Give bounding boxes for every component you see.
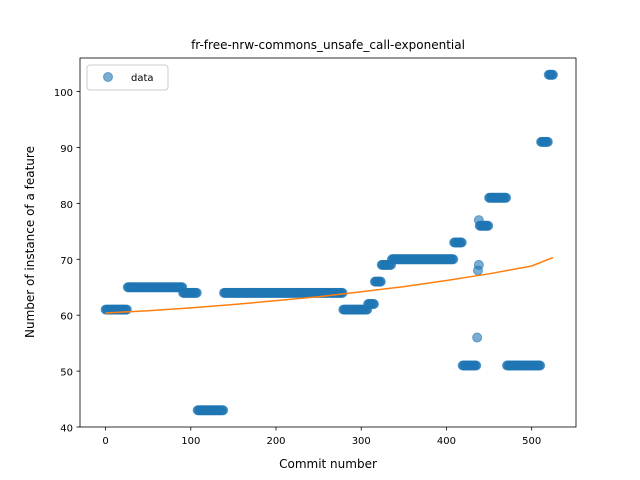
data-point — [472, 332, 483, 343]
axes-frame — [79, 57, 577, 428]
x-axis-title: Commit number — [279, 457, 377, 471]
data-point — [375, 276, 386, 287]
data-point — [542, 136, 553, 147]
y-axis-title: Number of instance of a feature — [23, 146, 37, 338]
data-point — [535, 360, 546, 371]
axes: 0 100 200 300 400 500 40 50 60 70 80 90 100 — [54, 57, 577, 447]
fit-line — [105, 256, 554, 314]
x-tick-label: 100 — [181, 436, 200, 447]
data-point — [369, 299, 380, 309]
x-tick-label: 0 — [102, 436, 108, 447]
data-point — [483, 220, 494, 231]
x-tick-label: 400 — [437, 436, 456, 447]
data-point — [501, 192, 512, 203]
legend: data — [86, 64, 169, 91]
data-point — [471, 360, 482, 371]
y-tick-label: 50 — [60, 368, 73, 379]
y-tick-label: 70 — [60, 256, 73, 267]
data-point — [473, 259, 484, 270]
data-point — [448, 254, 459, 265]
y-tick-label: 40 — [60, 424, 73, 435]
x-tick-label: 300 — [352, 436, 371, 447]
y-tick-label: 60 — [60, 312, 73, 323]
y-tick-label: 100 — [54, 88, 73, 99]
x-tick-label: 200 — [266, 436, 285, 447]
legend-marker — [103, 72, 113, 82]
plot-content — [100, 69, 558, 416]
data-point — [191, 287, 202, 298]
chart-title: fr-free-nrw-commons_unsafe_call-exponent… — [191, 38, 465, 52]
data-point — [218, 405, 229, 416]
data-point — [456, 237, 467, 248]
y-tick-label: 80 — [60, 200, 73, 211]
legend-frame — [86, 64, 169, 91]
data-point — [547, 69, 558, 80]
data-point — [473, 215, 484, 226]
y-tick-label: 90 — [60, 144, 73, 155]
x-tick-label: 500 — [522, 436, 541, 447]
plot-area — [100, 69, 558, 416]
legend-label: data — [131, 73, 154, 84]
